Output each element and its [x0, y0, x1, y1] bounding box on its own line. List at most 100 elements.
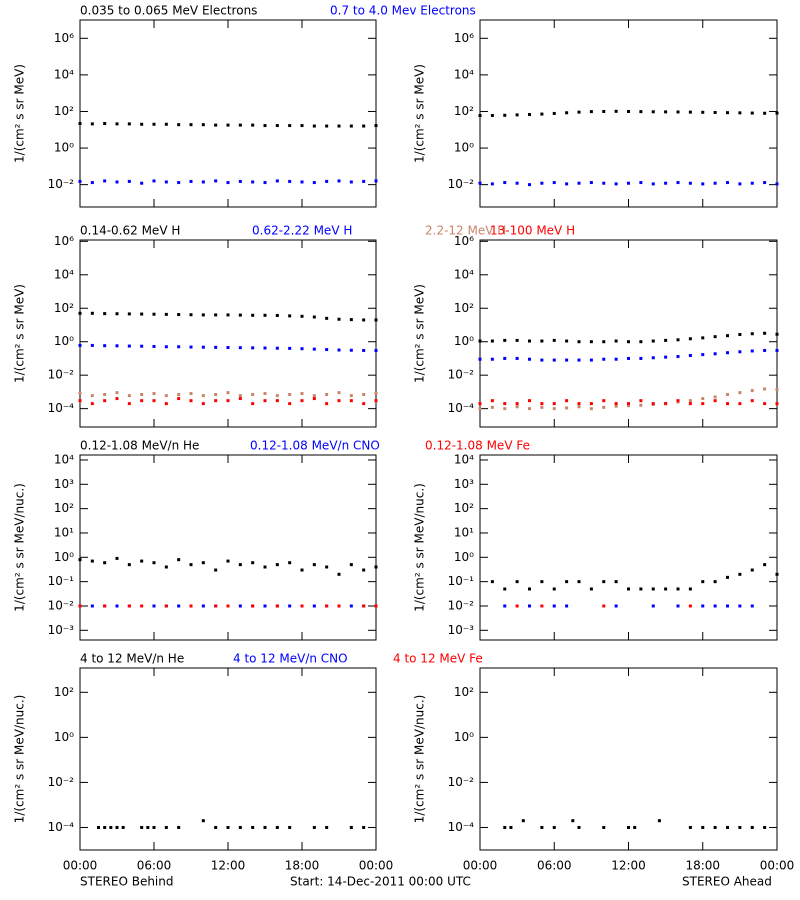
- data-point: [701, 353, 705, 357]
- data-point: [478, 357, 482, 361]
- data-point: [214, 604, 218, 608]
- data-point: [565, 339, 569, 343]
- data-point: [78, 558, 82, 562]
- data-point: [515, 405, 519, 409]
- data-point: [312, 394, 316, 398]
- data-point: [639, 399, 643, 403]
- data-point: [763, 348, 767, 352]
- data-point: [349, 604, 353, 608]
- data-point: [763, 111, 767, 115]
- data-point: [651, 339, 655, 343]
- data-point: [515, 181, 519, 185]
- data-point: [627, 181, 630, 185]
- data-point: [275, 313, 279, 317]
- data-point: [177, 345, 181, 349]
- data-point: [312, 315, 316, 319]
- data-point: [238, 394, 242, 398]
- y-tick-label: 10⁰: [454, 334, 474, 348]
- data-point: [275, 394, 279, 398]
- data-point: [374, 179, 378, 183]
- data-point: [263, 565, 267, 569]
- data-point: [263, 124, 267, 128]
- data-point: [676, 604, 680, 608]
- data-point: [614, 357, 618, 361]
- data-point: [738, 333, 742, 337]
- data-point: [540, 181, 544, 185]
- data-point: [589, 407, 593, 411]
- data-point: [251, 346, 255, 350]
- data-point: [201, 180, 205, 184]
- data-point: [651, 604, 655, 608]
- data-point: [478, 407, 482, 411]
- y-tick-label: 10⁻²: [48, 775, 75, 789]
- y-tick-label: 10⁶: [54, 234, 74, 248]
- data-point: [164, 825, 168, 829]
- data-point: [226, 559, 230, 563]
- y-tick-label: 10²: [54, 685, 74, 699]
- data-point: [251, 180, 255, 184]
- data-point: [288, 604, 292, 608]
- data-point: [676, 587, 680, 591]
- data-point: [214, 345, 218, 349]
- data-point: [238, 313, 242, 317]
- data-point: [515, 580, 519, 584]
- data-point: [312, 397, 316, 401]
- data-point: [325, 565, 329, 569]
- data-point: [738, 604, 742, 608]
- y-tick-label: 10⁻²: [48, 368, 75, 382]
- legend-label: 0.12-1.08 MeV/n CNO: [250, 439, 380, 453]
- data-point: [288, 124, 292, 128]
- data-point: [275, 124, 279, 128]
- data-point: [263, 604, 267, 608]
- data-point: [362, 402, 366, 406]
- y-tick-label: 10²: [454, 301, 474, 315]
- y-tick-label: 10⁴: [454, 452, 474, 466]
- data-point: [552, 181, 556, 185]
- footer-right: STEREO Ahead: [682, 875, 772, 889]
- data-point: [614, 604, 618, 608]
- y-tick-label: 10²: [454, 501, 474, 515]
- data-point: [713, 399, 717, 403]
- data-point: [627, 340, 630, 344]
- data-point: [325, 179, 329, 183]
- data-point: [515, 402, 519, 406]
- x-tick-label: 18:00: [685, 859, 720, 873]
- data-point: [775, 111, 779, 115]
- data-point: [127, 402, 131, 406]
- data-point: [528, 399, 531, 403]
- data-point: [226, 346, 230, 350]
- data-point: [676, 399, 680, 403]
- data-point: [374, 604, 378, 608]
- data-point: [676, 338, 680, 342]
- data-point: [503, 402, 507, 406]
- data-point: [726, 111, 729, 115]
- data-point: [528, 587, 531, 591]
- data-point: [152, 399, 156, 403]
- data-point: [177, 393, 181, 397]
- data-point: [115, 122, 119, 126]
- data-point: [738, 111, 742, 115]
- data-point: [140, 825, 144, 829]
- data-point: [503, 604, 507, 608]
- data-point: [103, 393, 107, 397]
- data-point: [577, 580, 581, 584]
- data-point: [90, 402, 94, 406]
- data-point: [713, 110, 717, 114]
- data-point: [103, 312, 107, 316]
- data-point: [78, 604, 82, 608]
- data-point: [589, 587, 593, 591]
- data-point: [521, 819, 525, 823]
- y-tick-label: 10⁴: [54, 67, 74, 81]
- data-point: [115, 397, 119, 401]
- data-point: [701, 182, 705, 186]
- y-tick-label: 10²: [454, 685, 474, 699]
- data-point: [288, 314, 292, 318]
- data-point: [362, 179, 366, 183]
- data-point: [552, 358, 556, 362]
- data-point: [103, 561, 107, 565]
- data-point: [602, 825, 606, 829]
- data-point: [115, 312, 119, 316]
- data-point: [300, 399, 304, 403]
- data-point: [713, 395, 717, 399]
- y-tick-label: 10⁻²: [448, 177, 475, 191]
